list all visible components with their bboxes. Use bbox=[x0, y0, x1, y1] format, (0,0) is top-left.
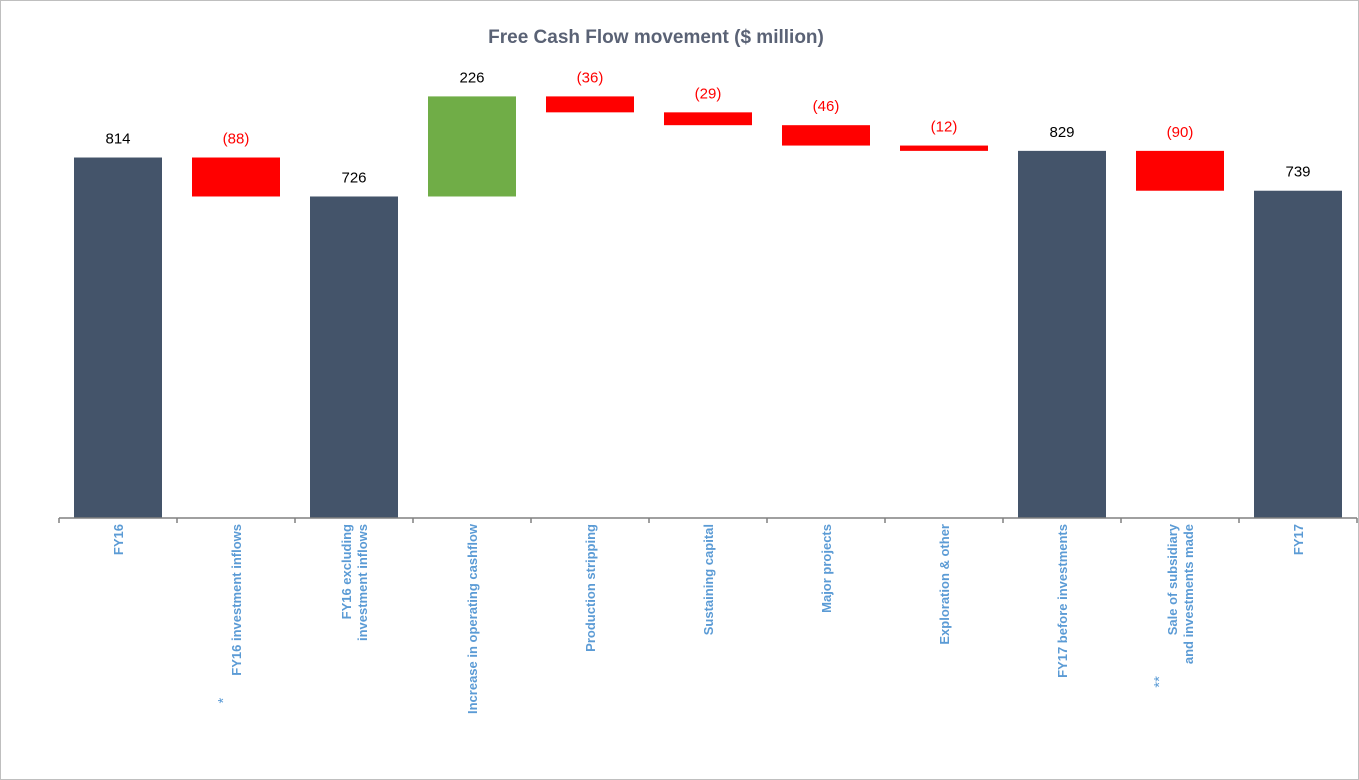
data-label: (88) bbox=[223, 131, 250, 148]
category-label-line: Exploration & other bbox=[937, 524, 952, 645]
bar-decrease bbox=[664, 112, 752, 126]
category-label: Sale of subsidiary and investments made ** bbox=[1151, 523, 1196, 687]
category-label-line: Production stripping bbox=[583, 524, 598, 652]
bar-decrease bbox=[546, 96, 634, 113]
category-label: FY17 bbox=[1291, 524, 1306, 555]
value-labels: 814 (88) 726 226 (36) (29) (46) (12) 829 (90) 739 bbox=[105, 69, 1310, 186]
bar-decrease bbox=[192, 157, 280, 197]
category-label: Exploration & other bbox=[937, 524, 952, 645]
footnote-marker: ** bbox=[1151, 676, 1168, 688]
bar-total bbox=[74, 157, 162, 518]
data-label: (90) bbox=[1167, 124, 1194, 141]
bars-layer bbox=[74, 96, 1342, 518]
bar-decrease bbox=[1136, 150, 1224, 191]
data-label: (36) bbox=[577, 69, 604, 86]
category-label: Production stripping bbox=[583, 524, 598, 652]
chart-title: Free Cash Flow movement ($ million) bbox=[488, 27, 824, 48]
category-label-line: Increase in operating cashflow bbox=[465, 523, 480, 714]
category-label-line: FY16 bbox=[111, 524, 126, 555]
data-label: 226 bbox=[459, 69, 484, 86]
category-label-line: FY16 investment inflows bbox=[229, 524, 244, 676]
category-label-line: Major projects bbox=[819, 524, 834, 613]
data-label: 814 bbox=[105, 131, 130, 148]
category-label: Sustaining capital bbox=[701, 524, 716, 635]
bar-decrease bbox=[900, 145, 988, 151]
category-label-line: FY17 before investments bbox=[1055, 524, 1070, 678]
category-labels: FY16 FY16 investment inflows * FY16 excludi… bbox=[111, 523, 1306, 714]
data-label: (12) bbox=[931, 119, 958, 136]
category-label-line: FY17 bbox=[1291, 524, 1306, 555]
data-label: 739 bbox=[1285, 164, 1310, 181]
bar-increase bbox=[428, 96, 516, 197]
data-label: (29) bbox=[695, 85, 722, 102]
footnote-marker: * bbox=[215, 697, 232, 703]
category-label-line: investment inflows bbox=[355, 524, 370, 641]
bar-total bbox=[1254, 190, 1342, 518]
category-label: FY16 excluding investment inflows bbox=[339, 524, 370, 641]
category-label: FY17 before investments bbox=[1055, 524, 1070, 678]
data-label: 726 bbox=[341, 169, 366, 186]
category-label: FY16 investment inflows * bbox=[215, 524, 244, 703]
bar-total bbox=[1018, 150, 1106, 518]
bar-decrease bbox=[782, 125, 870, 146]
category-label: Increase in operating cashflow bbox=[465, 523, 480, 714]
data-label: (46) bbox=[813, 98, 840, 115]
data-label: 829 bbox=[1049, 124, 1074, 141]
category-label-line: Sustaining capital bbox=[701, 524, 716, 635]
category-label: FY16 bbox=[111, 524, 126, 555]
bar-total bbox=[310, 196, 398, 518]
category-label-line: and investments made bbox=[1181, 524, 1196, 664]
category-label-line: FY16 excluding bbox=[339, 524, 354, 619]
category-label-line: Sale of subsidiary bbox=[1165, 523, 1180, 635]
x-axis bbox=[58, 517, 1358, 523]
category-label: Major projects bbox=[819, 524, 834, 613]
